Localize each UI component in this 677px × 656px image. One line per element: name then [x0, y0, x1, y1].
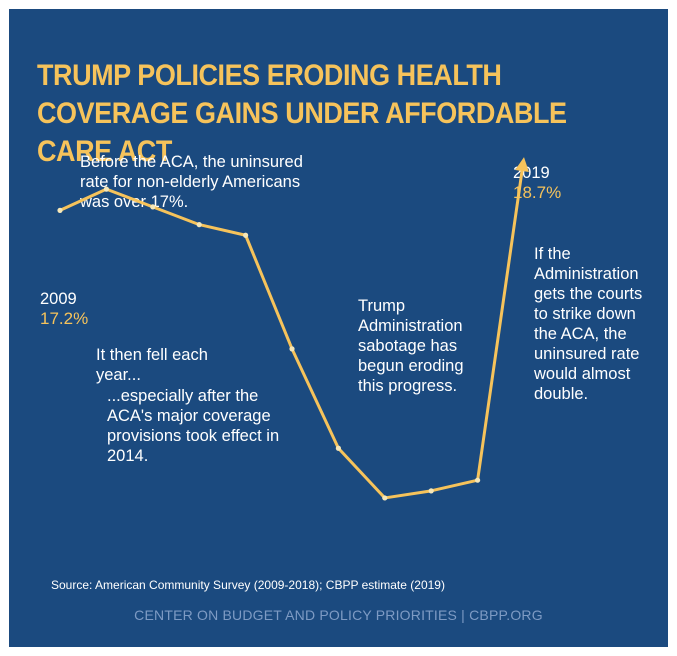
- annotation-fell: It then fell each year...: [96, 345, 208, 385]
- annotation-line: sabotage has: [358, 337, 458, 355]
- chart-title: Trump Policies Eroding Health Coverage G…: [37, 59, 567, 168]
- annotation-before-aca: Before the ACA, the uninsured rate for n…: [80, 152, 303, 212]
- annotation-line: 2014.: [107, 447, 149, 465]
- annotation-line: uninsured rate: [534, 345, 640, 363]
- data-point-2015: [335, 445, 341, 451]
- data-point-2010: [103, 186, 109, 192]
- annotation-line: this progress.: [358, 377, 458, 395]
- end-value-label: 18.7%: [513, 183, 562, 202]
- annotation-line: to strike down: [534, 305, 636, 323]
- annotation-line: year...: [96, 366, 141, 384]
- annotation-line: begun eroding: [358, 357, 464, 375]
- start-value-label: 17.2%: [40, 309, 89, 328]
- annotation-especially: ...especially after the ACA's major cove…: [107, 386, 279, 466]
- annotation-line: Administration: [534, 265, 639, 283]
- annotation-line: double.: [534, 385, 589, 403]
- annotation-line: Trump: [358, 297, 406, 315]
- annotation-line: ...especially after the: [107, 387, 259, 405]
- data-point-2013: [243, 232, 249, 238]
- annotation-line: gets the courts: [534, 285, 643, 303]
- annotation-line: was over 17%.: [80, 193, 189, 211]
- data-point-2011: [150, 204, 156, 210]
- source-note: Source: American Community Survey (2009-…: [51, 578, 445, 592]
- start-year-label: 2009: [40, 290, 77, 308]
- annotation-line: Before the ACA, the uninsured: [80, 153, 303, 171]
- data-point-2018: [475, 477, 481, 483]
- annotation-line: Administration: [358, 317, 463, 335]
- annotation-line: the ACA, the: [534, 325, 627, 343]
- data-point-2016: [382, 495, 388, 501]
- annotation-courts: If the Administration gets the courts to…: [534, 244, 642, 404]
- infographic-panel: Trump Policies Eroding Health Coverage G…: [9, 9, 668, 647]
- annotation-line: If the: [534, 245, 571, 263]
- annotation-line: It then fell each: [96, 346, 208, 364]
- annotation-line: would almost: [534, 365, 631, 383]
- series-line: [59, 168, 524, 500]
- annotation-line: provisions took effect in: [107, 427, 280, 445]
- data-point-2017: [428, 488, 434, 494]
- footer-credit: CENTER ON BUDGET AND POLICY PRIORITIES |…: [134, 607, 543, 623]
- line-chart: [57, 157, 529, 501]
- data-point-2012: [196, 222, 202, 228]
- data-point-2014: [289, 346, 295, 352]
- annotation-sabotage: Trump Administration sabotage has begun …: [358, 296, 464, 396]
- annotation-line: ACA's major coverage: [107, 407, 271, 425]
- projection-arrow: [515, 157, 529, 173]
- data-point-2009: [57, 207, 63, 213]
- annotation-line: rate for non-elderly Americans: [80, 173, 301, 191]
